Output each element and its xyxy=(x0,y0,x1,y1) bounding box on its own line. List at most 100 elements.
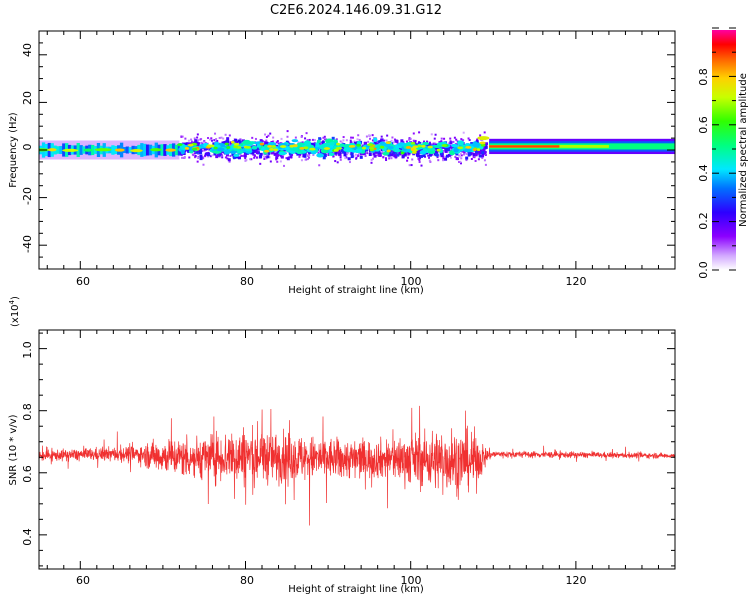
spectrogram-cell xyxy=(76,142,80,158)
spectrogram-cell xyxy=(114,148,125,152)
spectrogram-cell xyxy=(434,153,438,157)
spectrogram-cell xyxy=(215,138,218,141)
spectrogram-cell xyxy=(462,131,465,134)
spectrogram-cell xyxy=(373,141,377,145)
spectrogram-cell xyxy=(399,150,403,154)
spectrogram-cell xyxy=(339,158,342,161)
spectrogram-cell xyxy=(372,152,376,156)
spectrogram-cell xyxy=(346,153,349,156)
spectrogram-cell xyxy=(342,136,345,139)
spectrogram-cell xyxy=(431,143,434,146)
spectrogram-cell xyxy=(180,153,183,156)
spectrogram-cell xyxy=(323,138,326,141)
spectrogram-cell xyxy=(187,149,191,153)
spectrogram-cell xyxy=(412,139,415,142)
spectrogram-cell xyxy=(225,153,229,157)
spectrogram-cell xyxy=(286,135,289,138)
spectrogram-cell xyxy=(261,152,264,155)
spectrogram-cell xyxy=(431,153,434,156)
spectrogram-cell xyxy=(405,146,412,149)
spectrogram-cell xyxy=(322,151,326,155)
spectrogram-cell xyxy=(458,154,461,157)
spectrogram-cell xyxy=(327,153,330,156)
spectrogram-cell xyxy=(367,140,370,143)
spectrogram-cell xyxy=(465,156,469,160)
spectrogram-cell xyxy=(187,139,190,142)
spectrogram-cell xyxy=(380,145,385,149)
spectrogram-cell xyxy=(240,154,243,157)
snr-xtick-100: 100 xyxy=(401,574,422,587)
spectrogram-xtick-80: 80 xyxy=(240,275,254,288)
spectrogram-cell xyxy=(426,143,430,147)
spectrogram-cell xyxy=(226,157,229,160)
spectrogram-cell xyxy=(473,156,476,159)
spectrogram-cell xyxy=(259,154,263,158)
colorbar-gradient xyxy=(712,30,736,270)
spectrogram-cell xyxy=(451,143,459,148)
spectrogram-cell xyxy=(366,152,369,155)
spectrogram-cell xyxy=(463,151,466,154)
spectrogram-cell xyxy=(385,159,388,162)
spectrogram-cell xyxy=(243,154,247,158)
spectrogram-cell xyxy=(434,150,438,154)
spectrogram-ytick-0: 0 xyxy=(21,144,34,151)
spectrogram-cell xyxy=(436,156,439,159)
spectrogram-cell xyxy=(304,137,307,140)
spectrogram-cell xyxy=(419,150,427,155)
spectrogram-cell xyxy=(262,155,265,158)
spectrogram-cell xyxy=(323,153,327,157)
spectrogram-cell xyxy=(405,140,408,143)
spectrogram-cell xyxy=(467,137,470,140)
spectrogram-cell xyxy=(481,151,485,155)
spectrogram-cell xyxy=(468,150,472,154)
spectrogram-cell xyxy=(196,142,200,146)
spectrogram-cell xyxy=(199,138,202,141)
spectrogram-cell xyxy=(453,147,459,153)
spectrogram-cell xyxy=(277,150,281,154)
spectrogram-cell xyxy=(484,163,487,166)
spectrogram-cell xyxy=(479,134,482,137)
spectrogram-cell xyxy=(194,156,197,159)
spectrogram-cell xyxy=(349,139,352,142)
spectrogram-cell xyxy=(275,141,278,144)
spectrogram-cell xyxy=(111,145,115,155)
spectrogram-cell xyxy=(455,138,458,141)
spectrogram-cell xyxy=(79,145,83,155)
spectrogram-cell xyxy=(196,160,199,163)
spectrogram-cell xyxy=(315,143,320,148)
spectrogram-cell xyxy=(128,147,132,153)
spectrogram-cell xyxy=(150,148,162,152)
spectrogram-cell xyxy=(336,142,341,146)
spectrogram-cell xyxy=(433,144,442,149)
spectrogram-xtick-60: 60 xyxy=(76,275,90,288)
spectrogram-cell xyxy=(59,146,63,154)
spectrogram-cell xyxy=(300,159,303,162)
spectrogram-cell xyxy=(242,139,252,145)
spectrogram-cell xyxy=(294,136,297,139)
spectrogram-cell xyxy=(415,153,419,157)
snr-xtick-120: 120 xyxy=(566,574,587,587)
spectrogram-cell xyxy=(327,152,330,155)
spectrogram-cell xyxy=(398,152,402,156)
spectrogram-cell xyxy=(226,146,231,149)
spectrogram-cell xyxy=(244,145,251,149)
figure-title: C2E6.2024.146.09.31.G12 xyxy=(270,3,442,18)
spectrogram-cell xyxy=(400,139,404,143)
spectrogram-xtick-100: 100 xyxy=(401,275,422,288)
spectrogram-cell xyxy=(414,139,417,142)
spectrogram-cell xyxy=(418,131,421,134)
spectrogram-cell xyxy=(289,155,293,159)
spectrogram-cell xyxy=(269,148,275,151)
spectrogram-cell xyxy=(259,152,263,156)
spectrogram-cell xyxy=(311,138,314,141)
spectrogram-cell xyxy=(250,158,253,161)
spectrogram-cell xyxy=(350,152,354,156)
spectrogram-cell xyxy=(180,149,185,155)
spectrogram-cell xyxy=(298,155,301,158)
spectrogram-cell xyxy=(342,139,345,142)
spectrogram-cell xyxy=(165,148,176,152)
spectrogram-cell xyxy=(387,153,391,157)
spectrogram-cell xyxy=(465,146,472,149)
spectrogram-cell xyxy=(233,145,239,149)
spectrogram-cell xyxy=(387,145,394,150)
